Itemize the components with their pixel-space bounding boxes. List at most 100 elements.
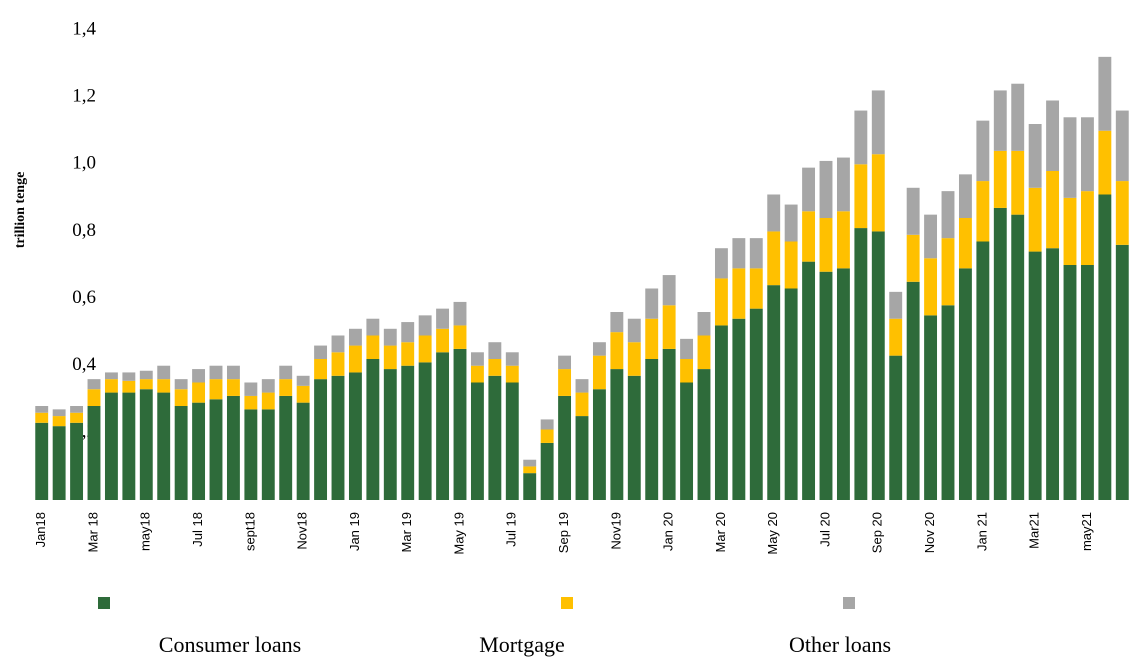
bar-segment (854, 110, 868, 165)
bar-segment (523, 459, 537, 467)
bar-segment (645, 318, 659, 359)
bar-segment (70, 422, 84, 500)
bar-segment (122, 380, 136, 393)
bar-segment (680, 359, 694, 383)
bar-segment (558, 355, 572, 370)
bar-segment (87, 379, 101, 390)
bar-segment (784, 288, 798, 500)
x-tick-label: Sep 19 (556, 512, 571, 553)
bar-segment (1011, 83, 1025, 151)
bar-segment (1011, 150, 1025, 215)
bar-segment (122, 372, 136, 381)
bar-segment (70, 412, 84, 423)
bar-segment (714, 248, 728, 279)
x-tick-label: Jan 19 (347, 512, 362, 551)
bar-segment (174, 389, 188, 406)
bar-segment (35, 422, 49, 500)
bar-segment (732, 318, 746, 500)
bar-segment (1011, 214, 1025, 500)
bar-segment (35, 412, 49, 423)
x-tick-label: Jul 19 (504, 512, 519, 547)
bar-segment (958, 268, 972, 500)
bar-segment (209, 399, 223, 500)
bar-segment (976, 241, 990, 500)
bar-segment (418, 315, 432, 336)
bar-segment (645, 359, 659, 500)
bar-segment (889, 291, 903, 319)
bar-segment (104, 392, 118, 500)
bar-segment (993, 90, 1007, 151)
bar-segment (87, 389, 101, 406)
bar-segment (1063, 265, 1077, 500)
y-tick-label: 0,4 (72, 354, 96, 375)
bar-segment (697, 312, 711, 336)
bar-segment (714, 325, 728, 500)
y-tick-label: 0,6 (72, 287, 96, 308)
bar-segment (453, 325, 467, 349)
x-tick-label: Jan18 (33, 512, 48, 547)
bar-segment (331, 335, 345, 353)
x-tick-label: may18 (138, 512, 153, 551)
bar-segment (279, 365, 293, 380)
bar-segment (1080, 117, 1094, 192)
bar-segment (488, 342, 502, 359)
bar-segment (906, 281, 920, 500)
bar-segment (680, 382, 694, 500)
x-tick-label: May 20 (765, 512, 780, 555)
bar-segment (680, 338, 694, 359)
bar-segment (244, 382, 258, 396)
bar-segment (488, 375, 502, 500)
bar-segment (575, 379, 589, 393)
bar-segment (836, 211, 850, 269)
bar-segment (1028, 251, 1042, 500)
bar-segment (819, 160, 833, 218)
bar-segment (470, 352, 484, 366)
bar-segment (1098, 56, 1112, 131)
legend-swatch (98, 597, 110, 609)
bar-segment (52, 426, 66, 500)
bar-segment (767, 194, 781, 232)
bar-segment (244, 395, 258, 410)
bar-segment (209, 379, 223, 400)
bar-segment (749, 268, 763, 309)
legend-label: Mortgage (479, 632, 565, 657)
bar-segment (941, 238, 955, 306)
bar-segment (209, 365, 223, 380)
bar-segment (401, 365, 415, 500)
bar-segment (1028, 124, 1042, 188)
bar-segment (453, 348, 467, 500)
bar-segment (401, 342, 415, 366)
x-tick-label: Jan 20 (661, 512, 676, 551)
bar-segment (732, 238, 746, 269)
bar-segment (610, 312, 624, 333)
x-tick-label: Mar 19 (399, 512, 414, 552)
bar-segment (1080, 191, 1094, 265)
bar-segment (767, 231, 781, 286)
bar-segment (592, 355, 606, 390)
bar-segment (192, 382, 206, 403)
y-axis-title: trillion tenge (13, 172, 28, 249)
bar-segment (418, 362, 432, 500)
bar-segment (802, 167, 816, 212)
x-tick-label: Jul 20 (817, 512, 832, 547)
bar-segment (662, 275, 676, 306)
bar-segment (52, 409, 66, 417)
bar-segment (941, 305, 955, 500)
bar-segment (697, 369, 711, 500)
bar-segment (592, 342, 606, 356)
bar-segment (802, 261, 816, 500)
bar-segment (383, 345, 397, 370)
x-tick-label: Mar 20 (713, 512, 728, 552)
bar-segment (35, 406, 49, 413)
bar-segment (662, 305, 676, 349)
bar-segment (70, 406, 84, 413)
bar-segment (889, 355, 903, 500)
bar-segment (244, 409, 258, 500)
bar-segment (784, 204, 798, 242)
bar-segment (924, 214, 938, 259)
bar-segment (1046, 171, 1060, 249)
bar-segment (558, 369, 572, 396)
bar-segment (104, 379, 118, 393)
bar-segment (488, 359, 502, 376)
bar-segment (976, 120, 990, 182)
